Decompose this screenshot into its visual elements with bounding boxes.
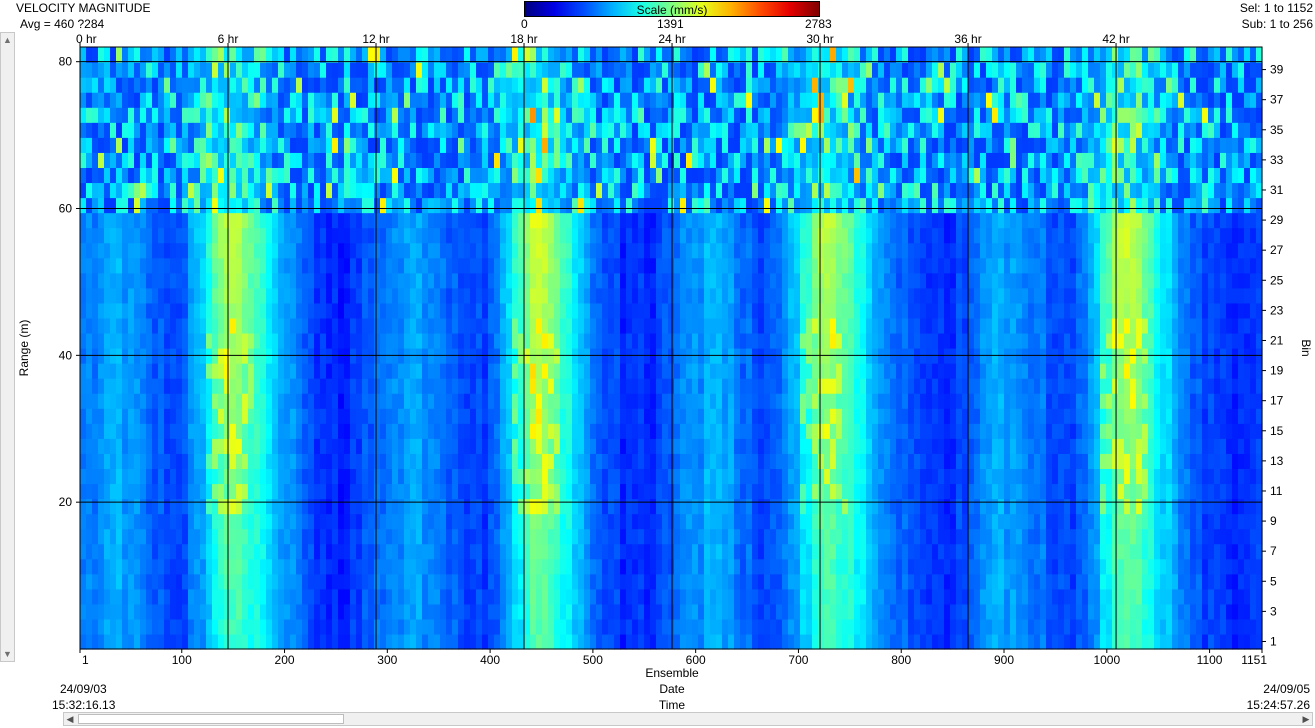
bin-tick-label: 29	[1270, 213, 1284, 227]
end-date: 24/09/05	[1263, 682, 1310, 696]
date-axis-label: Date	[659, 682, 685, 696]
bin-tick-label: 35	[1270, 123, 1284, 137]
x-tick-label: 300	[377, 653, 397, 667]
color-scale-label: Scale (mm/s)	[636, 3, 708, 17]
bin-tick-label: 19	[1270, 364, 1284, 378]
bin-axis-label: Bin	[1299, 339, 1313, 356]
color-scale-max: 2783	[805, 17, 832, 31]
time-tick-label: 36 hr	[954, 32, 981, 46]
y-tick-label: 40	[59, 348, 73, 362]
time-tick-label: 18 hr	[510, 32, 537, 46]
plot-frame	[79, 46, 1263, 650]
x-tick-label: 600	[686, 653, 706, 667]
bin-tick-label: 3	[1270, 604, 1277, 618]
bin-tick-label: 21	[1270, 333, 1284, 347]
x-tick-label: 1151	[1241, 653, 1267, 667]
vertical-scrollbar[interactable]: ▲ ▼	[0, 32, 15, 662]
time-tick-label: 12 hr	[362, 32, 389, 46]
y-tick-label: 80	[59, 55, 73, 69]
end-time: 15:24:57.26	[1247, 698, 1311, 712]
bin-tick-label: 9	[1270, 514, 1277, 528]
heatmap-cells	[80, 47, 1263, 650]
time-tick-label: 6 hr	[218, 32, 239, 46]
start-time: 15:32:16.13	[52, 698, 116, 712]
x-tick-label: 900	[994, 653, 1014, 667]
bin-tick-label: 5	[1270, 574, 1277, 588]
scroll-left-icon[interactable]: ◀	[66, 714, 74, 724]
bin-tick-label: 39	[1270, 63, 1284, 77]
start-date: 24/09/03	[60, 682, 107, 696]
y-tick-label: 60	[59, 202, 73, 216]
time-tick-label: 42 hr	[1102, 32, 1129, 46]
bin-tick-label: 13	[1270, 454, 1284, 468]
y-axis-label: Range (m)	[17, 320, 31, 377]
x-tick-label: 400	[480, 653, 500, 667]
time-tick-label: 0 hr	[76, 32, 97, 46]
x-tick-label: 1000	[1093, 653, 1120, 667]
color-scale-bar: Scale (mm/s)	[524, 1, 820, 17]
bin-tick-label: 17	[1270, 394, 1284, 408]
x-tick-label: 100	[172, 653, 192, 667]
x-tick-label: 800	[891, 653, 911, 667]
bin-tick-label: 25	[1270, 273, 1284, 287]
bin-tick-label: 27	[1270, 243, 1284, 257]
y-tick-label: 20	[59, 495, 73, 509]
subset-range: Sub: 1 to 256	[1241, 17, 1313, 31]
x-tick-label: 700	[788, 653, 808, 667]
horizontal-scrollbar[interactable]: ◀ ▶	[63, 712, 1313, 726]
bin-tick-label: 11	[1270, 484, 1283, 498]
x-tick-label: 500	[583, 653, 603, 667]
bin-tick-label: 23	[1270, 303, 1284, 317]
x-tick-label: 200	[275, 653, 295, 667]
bin-tick-label: 31	[1270, 183, 1284, 197]
scroll-up-icon[interactable]: ▲	[1, 33, 14, 47]
time-tick-label: 30 hr	[806, 32, 833, 46]
horizontal-scroll-thumb[interactable]	[78, 714, 344, 724]
x-axis-label: Ensemble	[645, 666, 699, 680]
x-tick-label: 1100	[1197, 653, 1223, 667]
bin-tick-label: 15	[1270, 424, 1284, 438]
bin-tick-label: 33	[1270, 153, 1284, 167]
scroll-right-icon[interactable]: ▶	[1302, 714, 1310, 724]
selection-range: Sel: 1 to 1152	[1239, 1, 1313, 15]
bin-tick-label: 7	[1270, 544, 1277, 558]
x-tick-label: 1	[82, 653, 89, 667]
color-scale-mid: 1391	[657, 17, 684, 31]
bin-tick-label: 37	[1270, 93, 1284, 107]
chart-title: VELOCITY MAGNITUDE	[16, 1, 151, 15]
color-scale-min: 0	[521, 17, 528, 31]
time-tick-label: 24 hr	[658, 32, 685, 46]
bin-tick-label: 1	[1270, 634, 1277, 648]
time-axis-label: Time	[659, 698, 686, 712]
average-readout: Avg = 460 ?284	[20, 17, 105, 31]
scroll-down-icon[interactable]: ▼	[1, 647, 14, 661]
